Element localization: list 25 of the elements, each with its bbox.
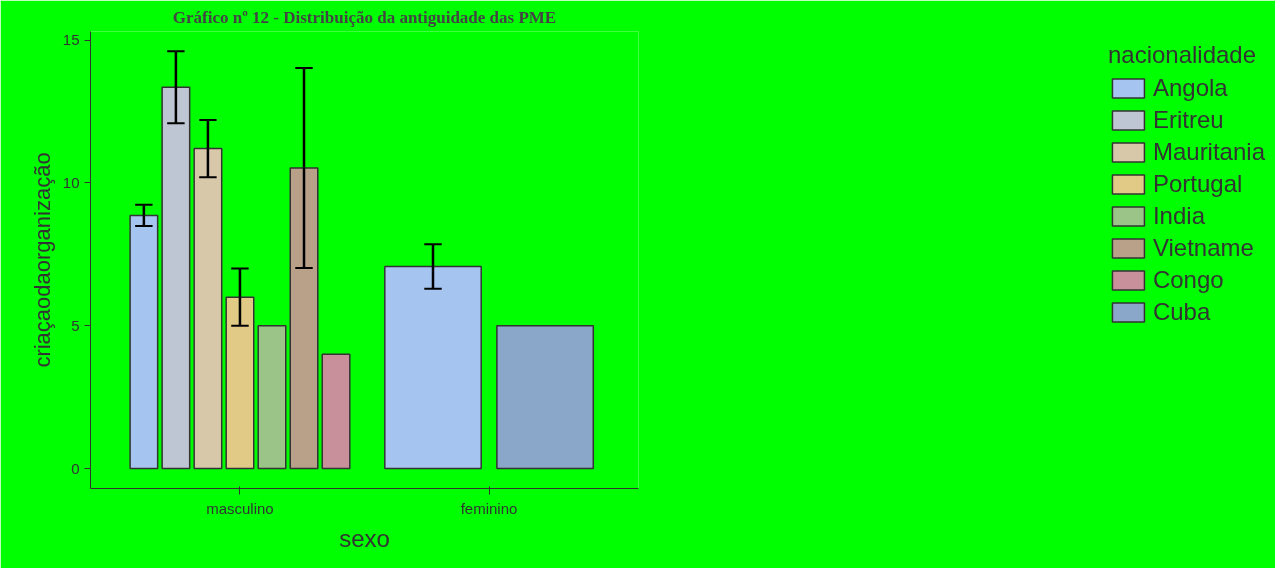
- bar: [321, 353, 351, 470]
- y-tick-label: 5: [71, 316, 80, 334]
- legend-label: Vietname: [1152, 234, 1254, 262]
- legend-label: Eritreu: [1152, 106, 1224, 134]
- x-tick-label: feminino: [460, 499, 518, 517]
- x-axis-title: sexo: [339, 524, 390, 552]
- bar: [193, 147, 223, 470]
- legend-title: nacionalidade: [1107, 41, 1258, 69]
- bar: [161, 86, 191, 470]
- legend-label: Congo: [1152, 266, 1224, 294]
- y-tick-label: 0: [71, 459, 80, 477]
- legend-label: Angola: [1152, 74, 1228, 102]
- chart-title: Gráfico nº 12 - Distribuição da antiguidade das PME: [172, 7, 557, 27]
- y-tick-label: 10: [62, 173, 80, 191]
- x-tick-label: masculino: [206, 499, 274, 517]
- legend-label: Cuba: [1152, 298, 1211, 326]
- bar: [257, 324, 287, 470]
- y-tick-label: 15: [62, 31, 80, 49]
- legend-label: Mauritania: [1152, 138, 1265, 166]
- bar: [225, 296, 255, 470]
- y-axis-title: criaçaodaorganização: [29, 152, 55, 368]
- bar: [289, 167, 319, 470]
- bar: [496, 324, 595, 470]
- legend-label: India: [1152, 202, 1205, 230]
- legend-label: Portugal: [1152, 170, 1243, 198]
